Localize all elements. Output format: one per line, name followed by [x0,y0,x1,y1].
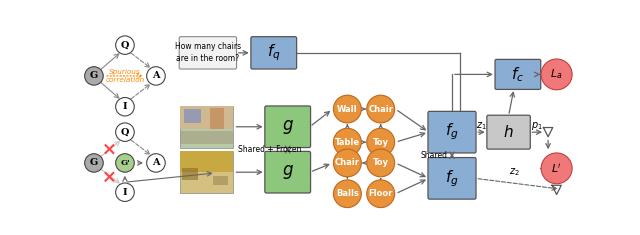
FancyBboxPatch shape [265,151,310,193]
Circle shape [116,36,134,54]
FancyBboxPatch shape [184,110,201,123]
FancyBboxPatch shape [212,176,228,185]
Circle shape [116,123,134,141]
Text: $f_g$: $f_g$ [445,168,459,189]
Circle shape [333,149,362,177]
Text: Shared: Shared [420,151,447,160]
Circle shape [147,67,165,85]
Text: Shared + Frozen: Shared + Frozen [238,145,301,154]
Text: $p_1$: $p_1$ [531,120,543,132]
Text: Q: Q [121,41,129,50]
FancyBboxPatch shape [180,106,233,129]
Text: Balls: Balls [336,189,359,198]
Text: Table: Table [335,138,360,147]
Text: G': G' [120,159,130,167]
Text: $h$: $h$ [503,124,514,140]
FancyBboxPatch shape [265,106,310,148]
Text: Floor: Floor [369,189,393,198]
Text: $z_2$: $z_2$ [509,166,519,178]
Circle shape [116,98,134,116]
Text: I: I [123,102,127,111]
Text: I: I [123,188,127,197]
FancyBboxPatch shape [428,157,476,199]
Text: $z_1$: $z_1$ [476,120,487,132]
Circle shape [367,128,395,156]
Text: How many chairs
are in the room?: How many chairs are in the room? [175,43,241,63]
Circle shape [84,67,103,85]
Text: Chair: Chair [368,105,393,114]
Circle shape [367,149,395,177]
Text: A: A [152,158,160,168]
FancyBboxPatch shape [210,108,224,129]
Text: Q: Q [121,128,129,137]
Text: $g$: $g$ [282,118,294,136]
FancyBboxPatch shape [487,115,531,149]
Text: $f_c$: $f_c$ [511,65,524,84]
Text: Toy: Toy [372,158,388,168]
Circle shape [333,180,362,208]
FancyBboxPatch shape [495,59,541,89]
Circle shape [367,95,395,123]
FancyBboxPatch shape [180,151,233,193]
Text: A: A [152,71,160,80]
Circle shape [541,59,572,90]
Text: $f_g$: $f_g$ [445,122,459,142]
Circle shape [147,154,165,172]
Circle shape [84,154,103,172]
FancyBboxPatch shape [180,151,233,172]
Text: $f_q$: $f_q$ [267,43,280,63]
Text: G: G [90,158,98,168]
Text: $L_a$: $L_a$ [550,67,563,81]
Text: Chair: Chair [335,158,360,168]
Circle shape [116,183,134,201]
FancyBboxPatch shape [180,106,233,148]
Circle shape [116,154,134,172]
Text: $L'$: $L'$ [551,162,562,175]
Circle shape [541,153,572,184]
Text: Wall: Wall [337,105,358,114]
Text: G: G [90,71,98,80]
FancyBboxPatch shape [179,37,237,69]
FancyBboxPatch shape [182,168,198,180]
Circle shape [333,95,362,123]
Text: Spurious
correlation: Spurious correlation [106,69,145,83]
Text: $g$: $g$ [282,163,294,181]
FancyBboxPatch shape [428,111,476,153]
FancyBboxPatch shape [251,37,296,69]
Text: Toy: Toy [372,138,388,147]
Circle shape [333,128,362,156]
Circle shape [367,180,395,208]
FancyBboxPatch shape [180,131,233,145]
